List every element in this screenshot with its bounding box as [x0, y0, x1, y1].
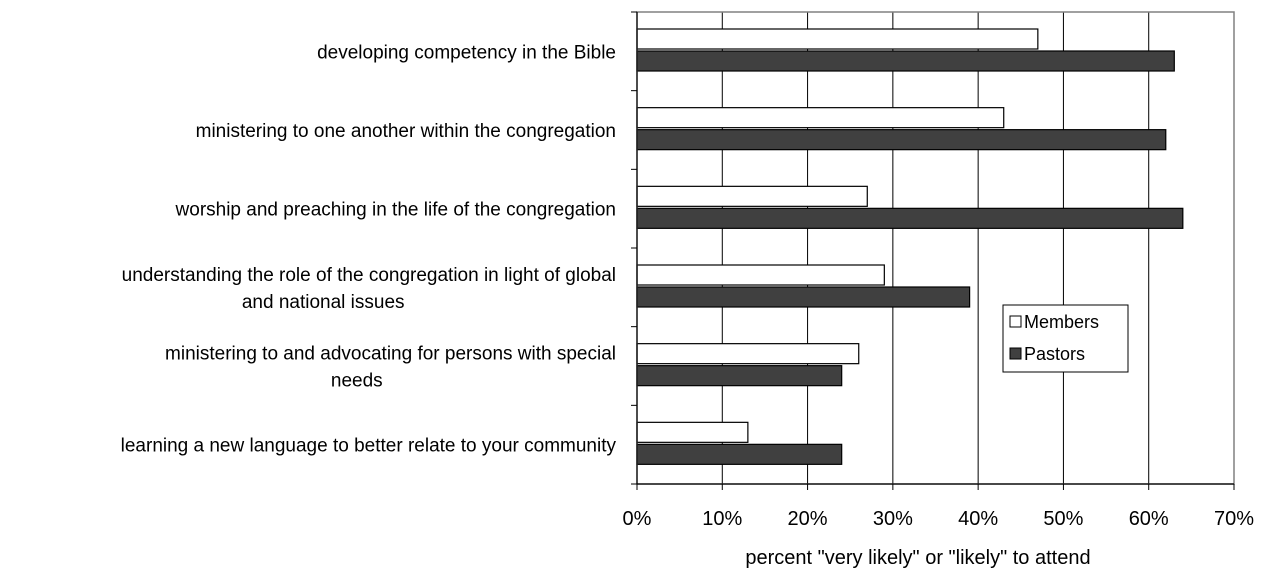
- legend-label-members: Members: [1024, 312, 1099, 332]
- bar-pastors-2: [636, 207, 1184, 229]
- category-labels: developing competency in the Bible minist…: [121, 42, 617, 456]
- plot-border: [636, 11, 1235, 485]
- bar-members-4: [636, 343, 860, 365]
- category-label: ministering to one another within the co…: [196, 121, 616, 142]
- bar-pastors-1: [636, 129, 1167, 151]
- category-label: developing competency in the Bible: [317, 42, 616, 63]
- bar-members-0: [636, 28, 1039, 50]
- x-tick-label: 10%: [702, 508, 742, 530]
- legend-swatch-pastors: [1009, 347, 1022, 360]
- category-label: learning a new language to better relate…: [121, 436, 617, 457]
- bar-members-1: [636, 107, 1005, 129]
- bars: [636, 28, 1184, 465]
- category-label: ministering to and advocating for person…: [165, 344, 616, 365]
- category-label: and national issues: [242, 292, 405, 313]
- category-label: needs: [331, 371, 383, 392]
- gridlines: [721, 12, 1235, 484]
- x-tick-label: 70%: [1214, 508, 1254, 530]
- x-tick-label: 0%: [623, 508, 652, 530]
- category-label: understanding the role of the congregati…: [122, 265, 616, 286]
- axes: [631, 11, 1235, 490]
- legend-label-pastors: Pastors: [1024, 344, 1085, 364]
- legend-box: [1002, 304, 1129, 373]
- bar-pastors-4: [636, 365, 843, 387]
- bar-members-5: [636, 421, 749, 443]
- bar-pastors-5: [636, 443, 843, 465]
- x-tick-label: 60%: [1129, 508, 1169, 530]
- bar-pastors-3: [636, 286, 971, 308]
- x-tick-labels: 0% 10% 20% 30% 40% 50% 60% 70%: [623, 508, 1255, 530]
- category-label: worship and preaching in the life of the…: [175, 200, 616, 221]
- bar-pastors-0: [636, 50, 1175, 72]
- x-axis-title: percent "very likely" or "likely" to att…: [745, 547, 1090, 569]
- x-tick-label: 50%: [1043, 508, 1083, 530]
- bar-members-2: [636, 185, 868, 207]
- x-tick-label: 40%: [958, 508, 998, 530]
- legend: Members Pastors: [1002, 304, 1129, 373]
- x-tick-label: 30%: [873, 508, 913, 530]
- legend-swatch-members: [1009, 315, 1022, 328]
- bar-members-3: [636, 264, 885, 286]
- x-tick-label: 20%: [788, 508, 828, 530]
